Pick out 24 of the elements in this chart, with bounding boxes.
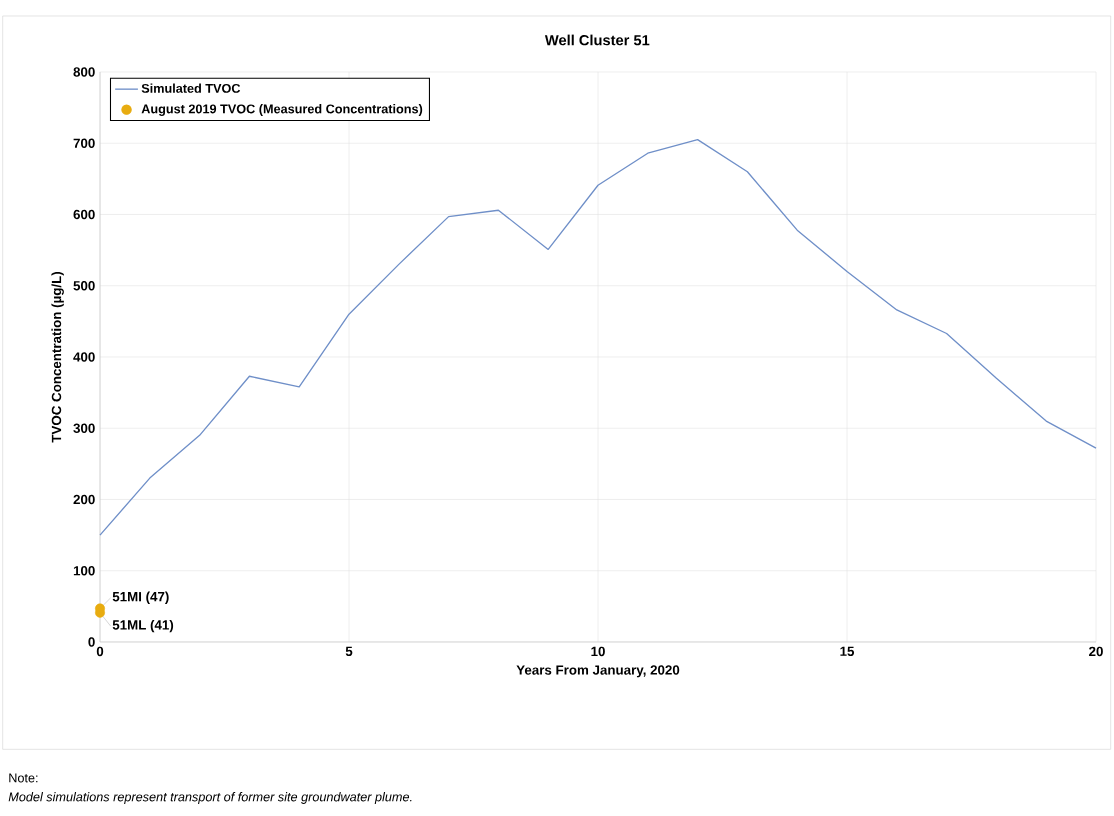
y-tick-label: 0	[88, 637, 95, 647]
y-tick-label: 800	[73, 67, 95, 77]
x-tick-label: 20	[1089, 646, 1103, 657]
x-tick-label: 10	[591, 646, 605, 657]
y-tick-label: 300	[73, 423, 95, 433]
legend-label: Simulated TVOC	[141, 83, 241, 93]
text: Note:	[9, 773, 38, 783]
line-series	[99, 139, 1097, 536]
y-tick-label: 500	[73, 281, 95, 291]
x-tick-label: 0	[96, 646, 104, 657]
data-label: 51ML (41)	[112, 619, 174, 633]
x-axis-title: Years From January, 2020	[516, 665, 680, 678]
y-tick-label: 400	[73, 352, 95, 362]
y-tick-label: 100	[73, 566, 95, 576]
x-tick-label: 15	[840, 646, 855, 656]
y-tick-label: 600	[73, 209, 95, 220]
chart-title: Well Cluster 51	[544, 34, 650, 46]
y-tick-label: 700	[73, 138, 95, 148]
y-axis-title: TVOC Concentration (µg/L)	[51, 271, 64, 443]
text: Model simulations represent transport of former site groundwater plume.	[8, 792, 412, 804]
legend-label: August 2019 TVOC (Measured Concentrations)	[141, 104, 423, 116]
x-tick-label: 5	[345, 646, 353, 656]
y-tick-label: 200	[73, 494, 95, 505]
data-label: 51MI (47)	[112, 591, 169, 605]
